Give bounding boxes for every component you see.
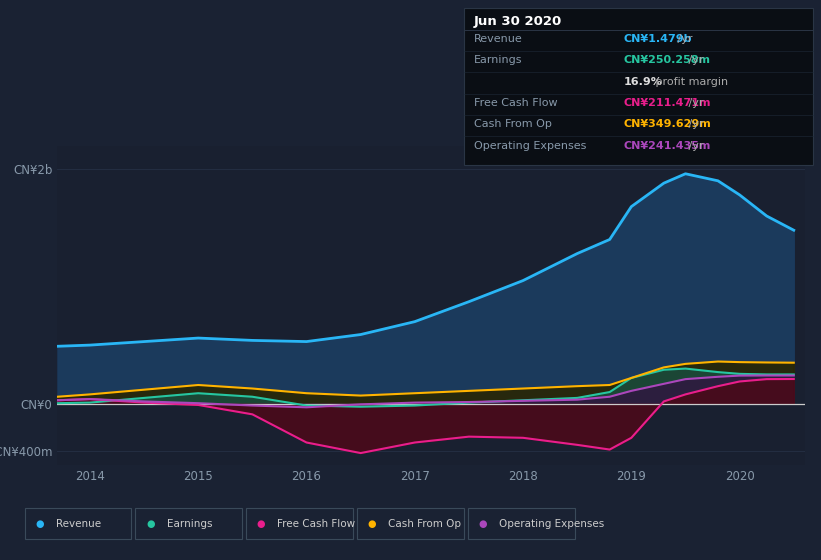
Text: Cash From Op: Cash From Op — [388, 519, 461, 529]
Text: ●: ● — [479, 519, 487, 529]
Text: ●: ● — [146, 519, 154, 529]
Text: ●: ● — [35, 519, 44, 529]
Text: Earnings: Earnings — [167, 519, 212, 529]
Text: CN¥250.258m: CN¥250.258m — [624, 55, 711, 66]
Text: CN¥211.471m: CN¥211.471m — [624, 98, 712, 108]
Text: 16.9%: 16.9% — [624, 77, 663, 87]
Text: ●: ● — [257, 519, 265, 529]
Text: profit margin: profit margin — [652, 77, 728, 87]
Text: CN¥241.435m: CN¥241.435m — [624, 141, 711, 151]
Text: /yr: /yr — [686, 98, 704, 108]
Text: /yr: /yr — [686, 55, 704, 66]
Text: Operating Expenses: Operating Expenses — [499, 519, 604, 529]
Text: /yr: /yr — [686, 141, 704, 151]
Text: /yr: /yr — [686, 119, 704, 129]
Text: Free Cash Flow: Free Cash Flow — [277, 519, 355, 529]
Text: Operating Expenses: Operating Expenses — [474, 141, 586, 151]
Text: Cash From Op: Cash From Op — [474, 119, 552, 129]
Text: Revenue: Revenue — [56, 519, 101, 529]
Text: CN¥349.629m: CN¥349.629m — [624, 119, 712, 129]
Text: CN¥1.479b: CN¥1.479b — [624, 34, 692, 44]
Text: Jun 30 2020: Jun 30 2020 — [474, 15, 562, 28]
Text: Revenue: Revenue — [474, 34, 522, 44]
Text: ●: ● — [368, 519, 376, 529]
Text: Free Cash Flow: Free Cash Flow — [474, 98, 557, 108]
Text: Earnings: Earnings — [474, 55, 522, 66]
Text: /yr: /yr — [674, 34, 693, 44]
